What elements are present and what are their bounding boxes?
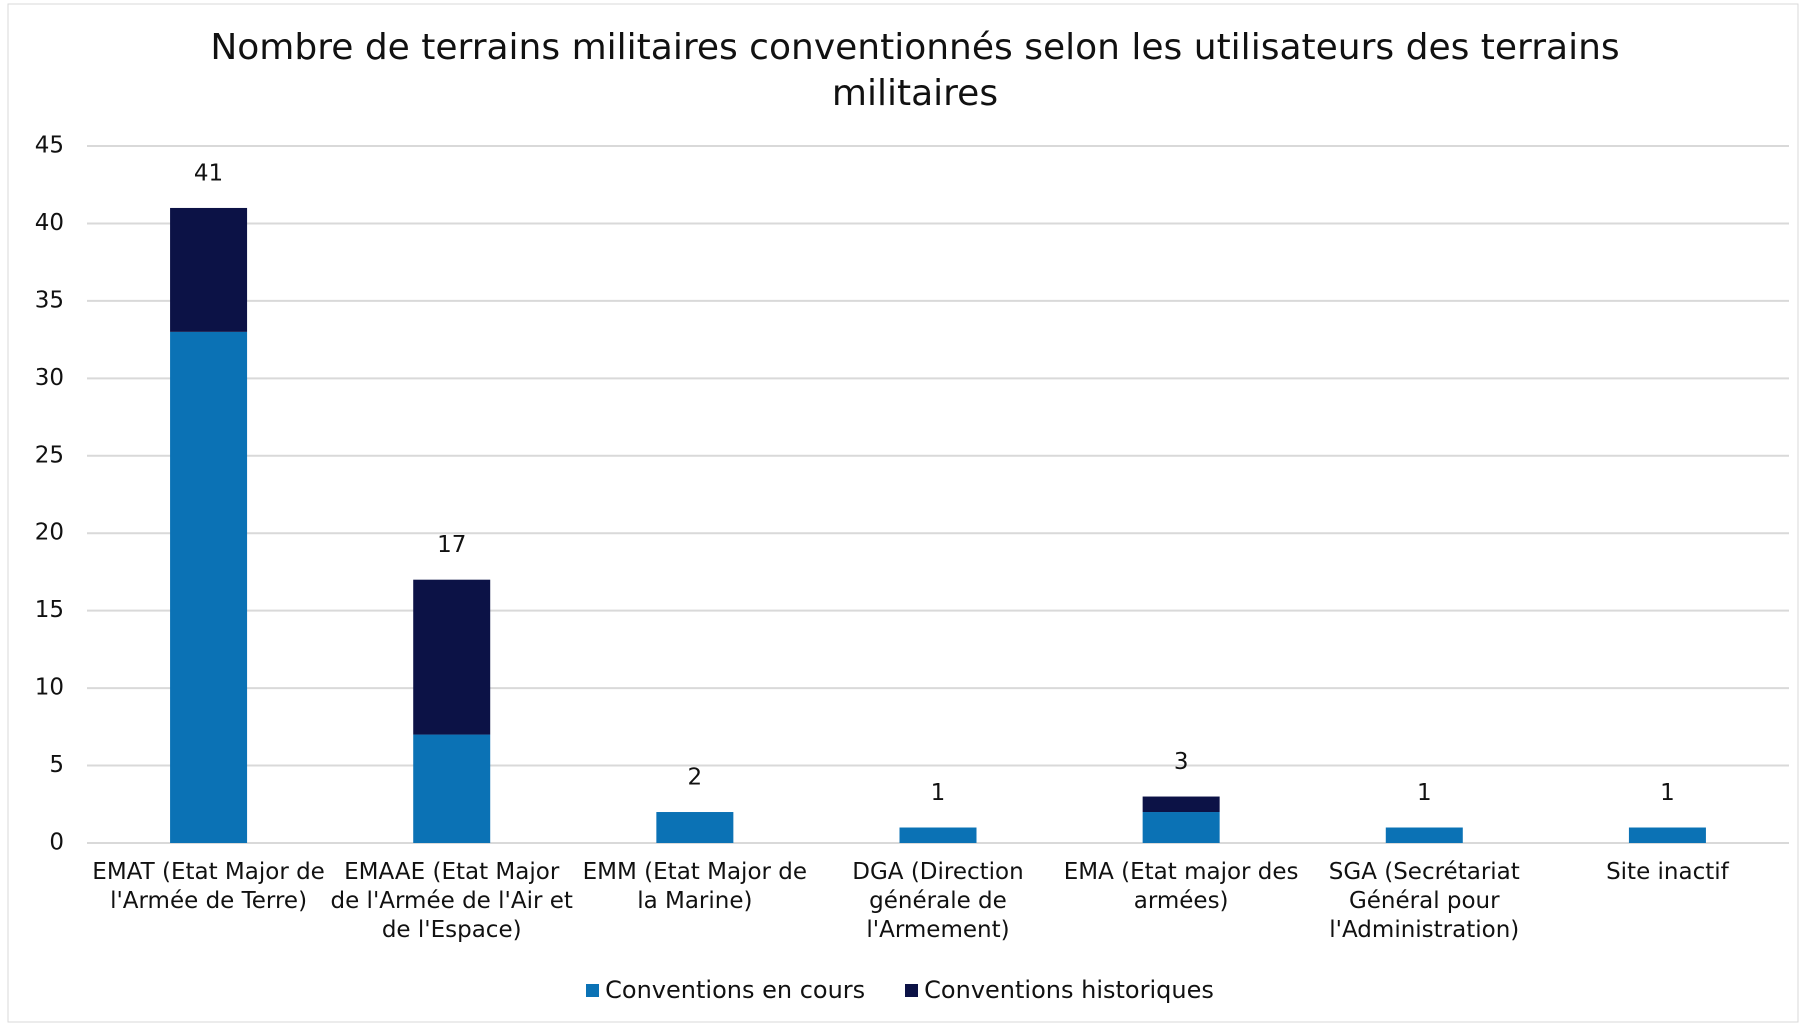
bar-segment: [899, 827, 977, 843]
bar-segment: [1142, 812, 1220, 843]
bar-segment: [1142, 796, 1220, 813]
chart-border: [7, 3, 1799, 1023]
y-tick-label: 30: [35, 365, 64, 391]
legend-label: Conventions historiques: [924, 976, 1214, 1004]
total-label: 1: [1660, 780, 1675, 806]
legend-swatch: [905, 983, 919, 997]
y-tick-label: 15: [35, 597, 64, 623]
x-tick-label: EMAAE (Etat Major de l'Armée de l'Air et…: [330, 859, 573, 943]
chart-title: Nombre de terrains militaires convention…: [210, 27, 1620, 114]
bar-segment: [1628, 827, 1706, 843]
y-tick-label: 0: [49, 830, 64, 856]
total-label: 1: [931, 780, 946, 806]
bar-segment: [413, 734, 491, 843]
x-tick-label: Site inactif: [1606, 859, 1729, 885]
total-label: 17: [437, 532, 466, 558]
x-tick-label: EMM (Etat Major de la Marine): [582, 859, 808, 914]
y-tick-label: 5: [49, 752, 64, 778]
total-label: 41: [194, 160, 223, 186]
total-label: 1: [1417, 780, 1432, 806]
legend-item: Conventions historiques: [905, 976, 1214, 1004]
total-label: 2: [688, 765, 703, 791]
bar-segment: [656, 812, 734, 843]
y-tick-label: 35: [35, 287, 64, 313]
legend: Conventions en cours Conventions historiq…: [0, 976, 1800, 1004]
legend-swatch: [586, 983, 600, 997]
y-tick-label: 20: [35, 520, 64, 546]
bar-segment: [413, 579, 491, 735]
legend-item: Conventions en cours: [586, 976, 865, 1004]
y-tick-label: 10: [35, 675, 64, 701]
y-tick-label: 25: [35, 442, 64, 468]
x-tick-label: SGA (Secrétariat Général pour l'Administ…: [1328, 859, 1520, 943]
x-tick-label: EMA (Etat major des armées): [1063, 859, 1299, 914]
y-tick-label: 40: [35, 210, 64, 236]
y-tick-label: 45: [35, 133, 64, 159]
bar-segment: [1385, 827, 1463, 843]
bar-segment: [170, 207, 248, 332]
x-tick-label: DGA (Direction générale de l'Armement): [852, 859, 1024, 943]
total-label: 3: [1174, 749, 1189, 775]
legend-label: Conventions en cours: [605, 976, 866, 1004]
x-tick-label: EMAT (Etat Major de l'Armée de Terre): [92, 859, 325, 914]
bar-segment: [170, 331, 248, 843]
